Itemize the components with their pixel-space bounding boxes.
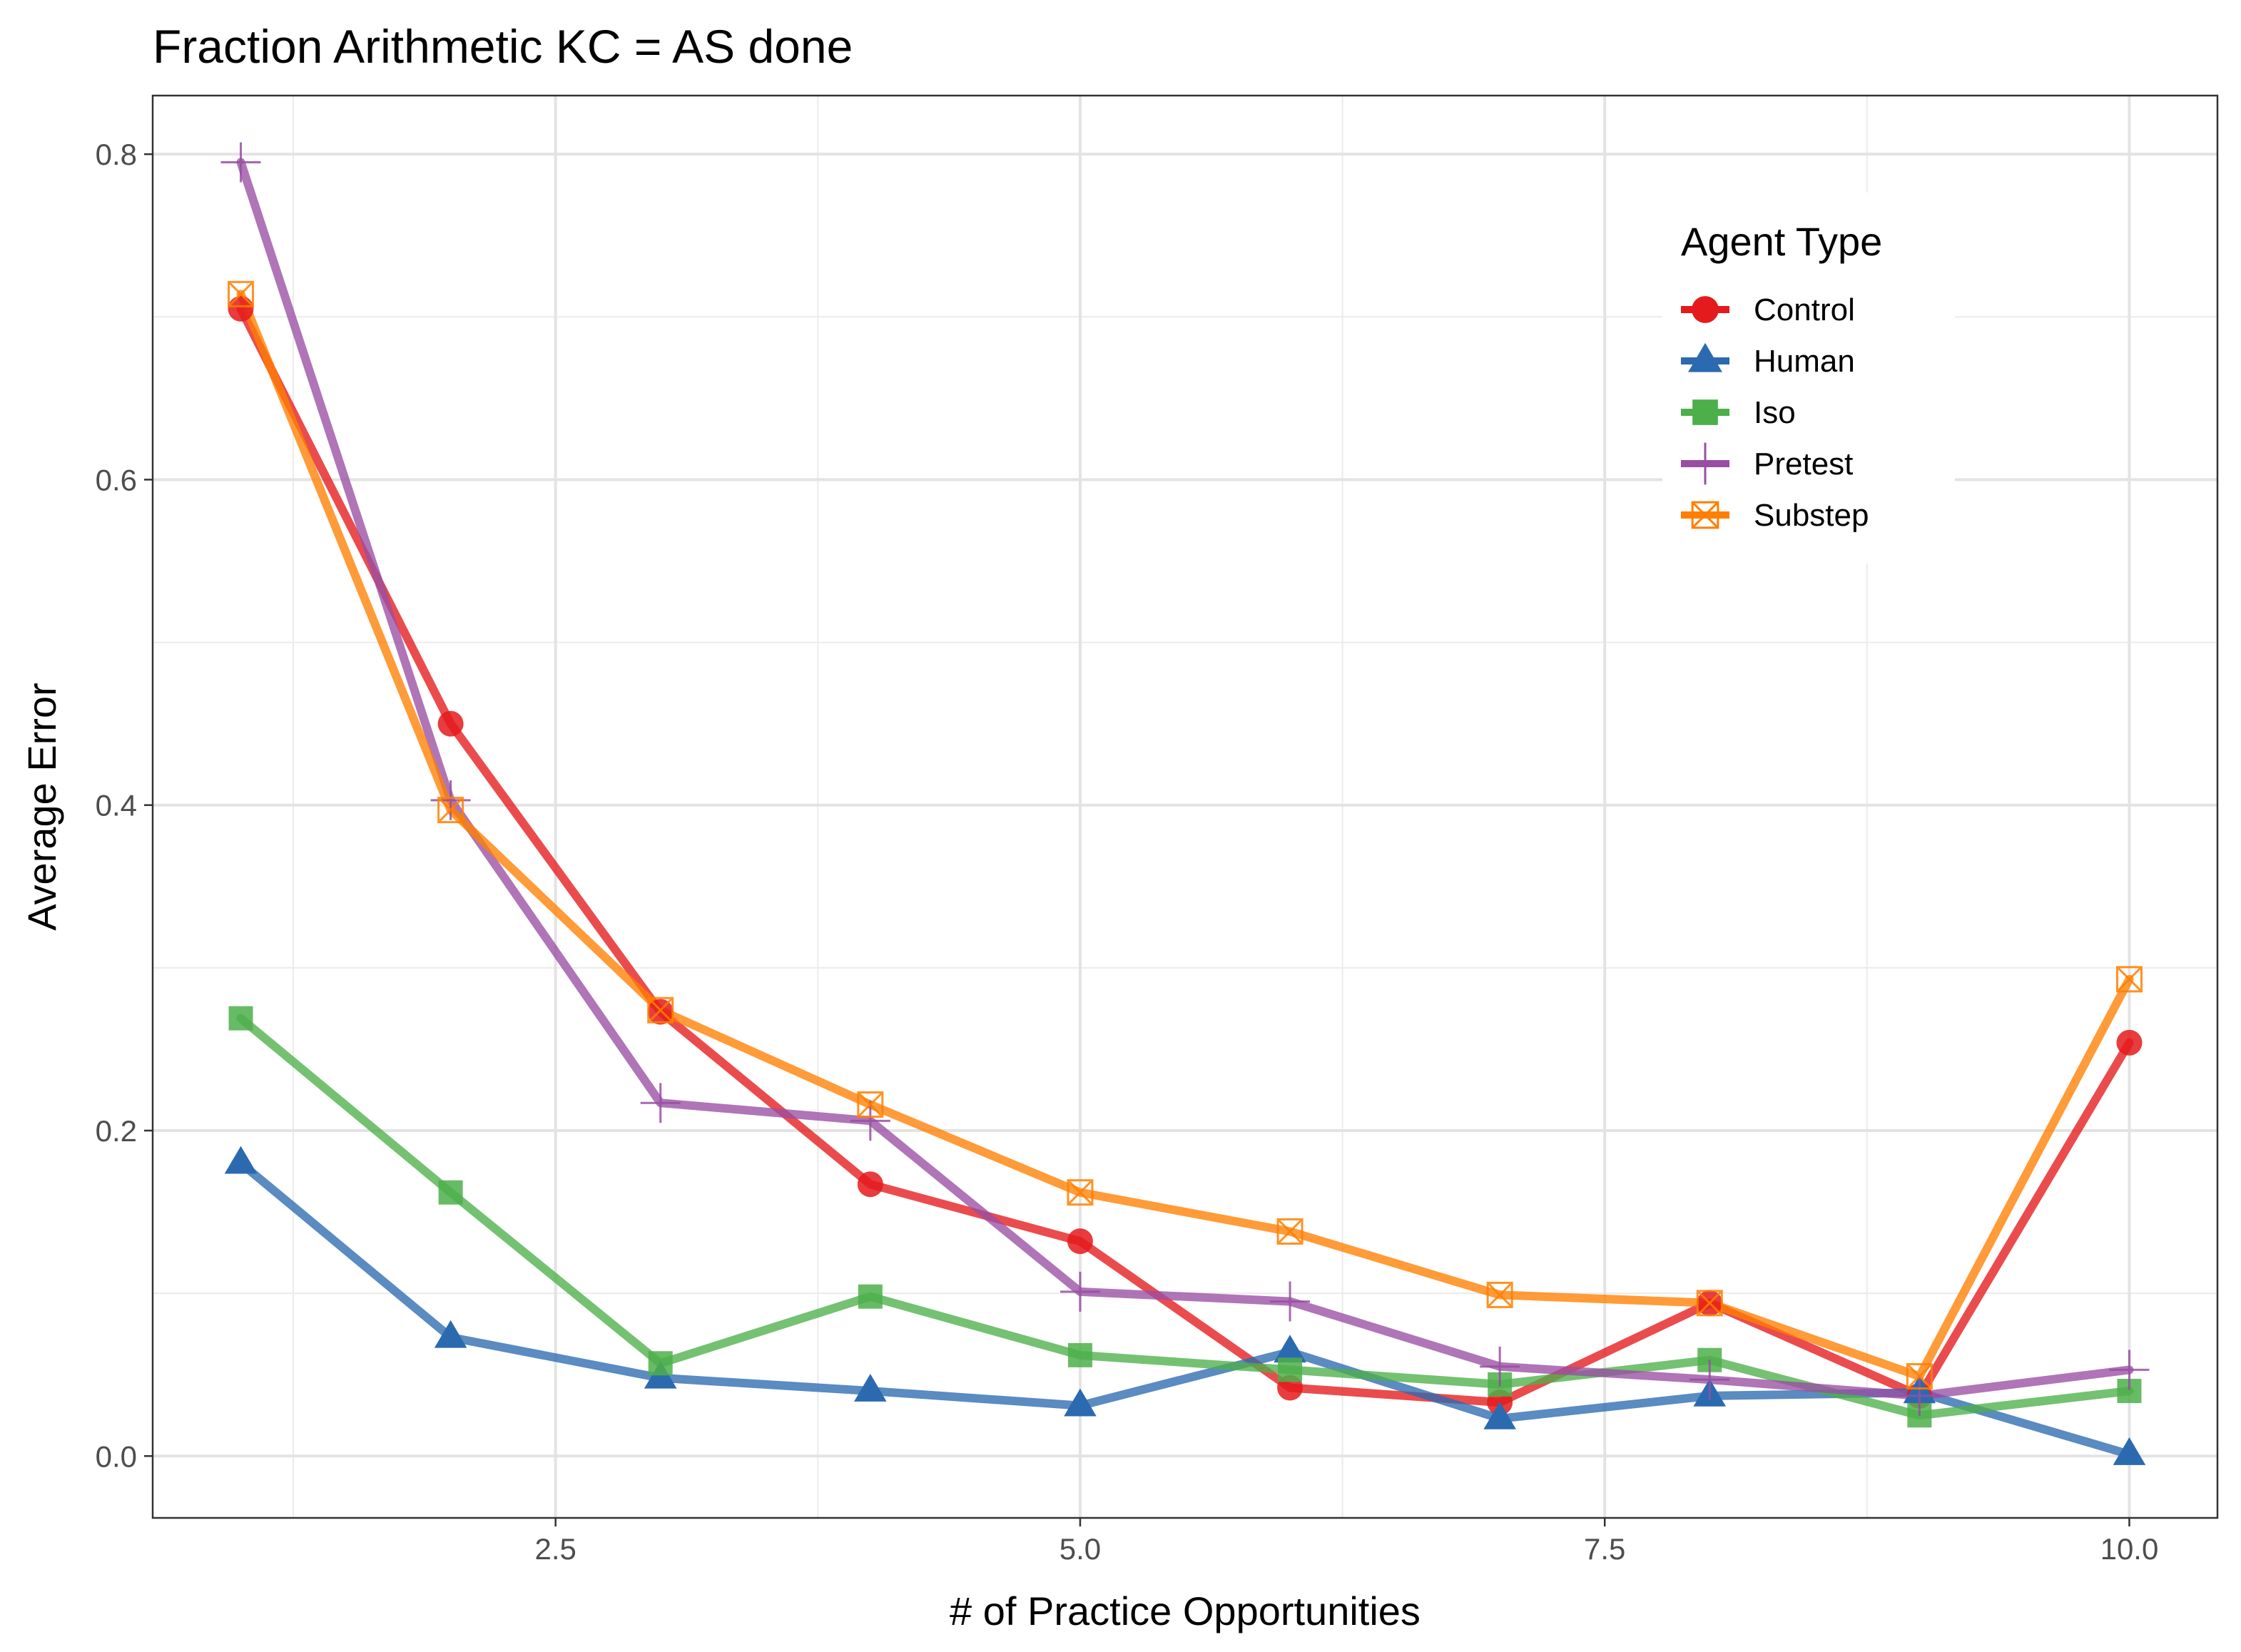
- series-points-pretest: [220, 142, 2150, 1416]
- point-human-4: [1064, 1388, 1097, 1417]
- legend-item-control: Control: [1681, 292, 1855, 327]
- legend: Agent Type Control Human Iso Pretest Substep: [1662, 193, 1955, 564]
- point-pretest-2: [640, 1083, 681, 1123]
- legend-item-pretest: Pretest: [1681, 442, 1853, 485]
- legend-key-marker-iso: [1692, 399, 1718, 425]
- x-axis-title: # of Practice Opportunities: [950, 1589, 1421, 1633]
- plot-border: [151, 94, 2219, 1519]
- point-control-9: [2116, 1029, 2143, 1056]
- point-substep-0: [228, 280, 255, 307]
- series-line-pretest: [236, 158, 2134, 1400]
- point-pretest-1: [430, 780, 471, 820]
- legend-label-iso: Iso: [1754, 395, 1796, 430]
- point-human-0: [224, 1146, 258, 1174]
- x-tick-label-2: 7.5: [1584, 1532, 1625, 1566]
- point-iso-0: [228, 1006, 253, 1031]
- x-tick-label-3: 10.0: [2100, 1532, 2159, 1566]
- point-iso-5: [1278, 1357, 1303, 1382]
- x-tick-label-1: 5.0: [1059, 1532, 1101, 1566]
- point-control-1: [437, 710, 464, 737]
- x-tick-label-0: 2.5: [534, 1532, 576, 1566]
- series-line-human: [236, 1158, 2134, 1459]
- legend-item-human: Human: [1681, 342, 1855, 379]
- y-tick-label-0: 0.0: [96, 1439, 137, 1473]
- point-substep-5: [1276, 1218, 1304, 1245]
- series-line-control: [236, 304, 2134, 1407]
- legend-key-marker-substep: [1691, 501, 1719, 529]
- point-substep-1: [437, 797, 464, 824]
- point-human-6: [1483, 1401, 1516, 1429]
- point-substep-9: [2115, 966, 2143, 993]
- point-control-2: [647, 999, 674, 1025]
- point-substep-2: [647, 996, 674, 1024]
- point-pretest-3: [850, 1101, 890, 1141]
- point-substep-4: [1067, 1179, 1094, 1206]
- point-substep-6: [1486, 1281, 1513, 1308]
- series-points: [220, 142, 2150, 1465]
- y-axis-ticks: 0.0 0.2 0.4 0.6 0.8: [96, 138, 153, 1473]
- point-pretest-5: [1270, 1281, 1311, 1322]
- point-pretest-4: [1059, 1271, 1100, 1312]
- point-pretest-6: [1480, 1346, 1520, 1387]
- legend-items: Control Human Iso Pretest Substep: [1681, 292, 1869, 533]
- y-axis-title: Average Error: [19, 683, 64, 931]
- y-tick-label-2: 0.4: [96, 789, 137, 822]
- point-control-4: [1067, 1228, 1093, 1255]
- y-tick-label-4: 0.8: [96, 138, 137, 171]
- legend-key-marker-pretest: [1684, 442, 1727, 485]
- series-lines: [236, 158, 2134, 1459]
- point-control-3: [857, 1171, 883, 1198]
- legend-item-substep: Substep: [1681, 498, 1869, 533]
- legend-label-pretest: Pretest: [1754, 447, 1853, 481]
- series-line-substep: [236, 290, 2134, 1381]
- legend-title: Agent Type: [1681, 219, 1882, 264]
- point-pretest-9: [2109, 1350, 2150, 1390]
- chart-title: Fraction Arithmetic KC = AS done: [153, 20, 853, 73]
- point-substep-8: [1906, 1363, 1933, 1390]
- point-human-9: [2113, 1437, 2146, 1465]
- point-pretest-8: [1899, 1375, 1940, 1416]
- series-points-substep: [228, 280, 2143, 1390]
- y-tick-label-1: 0.2: [96, 1114, 137, 1148]
- point-iso-2: [648, 1351, 673, 1376]
- point-human-5: [1274, 1335, 1306, 1363]
- legend-key-marker-control: [1692, 296, 1719, 323]
- x-axis-ticks: 2.5 5.0 7.5 10.0: [534, 1518, 2158, 1566]
- point-pretest-0: [220, 142, 261, 183]
- point-iso-3: [858, 1284, 883, 1309]
- point-human-3: [854, 1374, 887, 1402]
- point-substep-3: [857, 1091, 884, 1118]
- point-human-1: [434, 1320, 467, 1348]
- legend-label-control: Control: [1754, 292, 1855, 327]
- legend-item-iso: Iso: [1681, 395, 1796, 430]
- point-substep-7: [1696, 1290, 1723, 1317]
- point-pretest-7: [1689, 1360, 1730, 1400]
- y-tick-label-3: 0.6: [96, 463, 137, 496]
- point-control-0: [228, 295, 254, 322]
- legend-label-substep: Substep: [1754, 498, 1869, 533]
- point-iso-4: [1067, 1342, 1092, 1367]
- legend-key-marker-human: [1688, 342, 1722, 372]
- point-iso-1: [438, 1180, 463, 1205]
- legend-label-human: Human: [1754, 344, 1855, 379]
